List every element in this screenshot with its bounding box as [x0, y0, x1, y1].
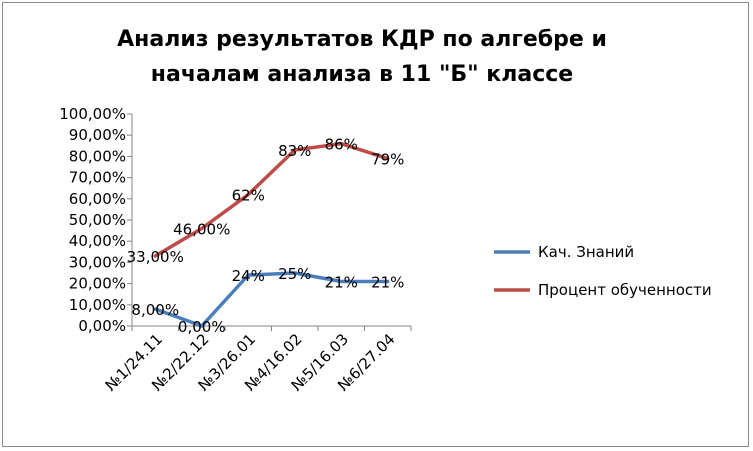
y-tick-label: 60,00%: [69, 190, 126, 208]
series-line-1: [153, 271, 390, 328]
data-label: 79%: [371, 151, 404, 169]
chart-title-line-1: Анализ результатов КДР по алгебре и: [117, 27, 607, 52]
legend-label: Кач. Знаний: [538, 243, 634, 261]
y-tick-label: 50,00%: [69, 211, 126, 229]
y-tick-label: 80,00%: [69, 147, 126, 165]
data-label: 86%: [325, 136, 358, 154]
data-label: 0,00%: [178, 318, 226, 336]
data-label: 21%: [371, 273, 404, 291]
series-line-2: [153, 141, 390, 258]
y-tick-label: 40,00%: [69, 232, 126, 250]
data-labels: 8,00%0,00% 24% 25% 21% 21% 33,00% 46,00%62% 83%…: [127, 136, 405, 336]
series-lines: [153, 141, 390, 328]
data-label: 25%: [278, 265, 311, 283]
y-tick-label: 20,00%: [69, 275, 126, 293]
legend-label: Процент обученности: [538, 281, 712, 299]
chart-title-line-2: началам анализа в 11 "Б" классе: [151, 62, 573, 87]
legend: Кач. Знаний Процент обученности: [494, 243, 712, 299]
y-axis: 0,00% 10,00% 20,00% 30,00% 40,00% 50,00% 60,00…: [59, 105, 133, 335]
data-label: 46,00%: [173, 220, 230, 238]
data-label: 62%: [232, 187, 265, 205]
data-label: 24%: [232, 267, 265, 285]
data-label: 33,00%: [127, 248, 184, 266]
data-label: 8,00%: [131, 301, 179, 319]
y-tick-label: 100,00%: [59, 105, 126, 123]
y-tick-label: 0,00%: [78, 317, 126, 335]
y-tick-label: 90,00%: [69, 126, 126, 144]
x-axis: №1/24.11№2/22.12№3/26.01№4/16.02№5/16.03…: [102, 325, 412, 395]
data-label: 21%: [325, 273, 358, 291]
y-tick-label: 30,00%: [69, 253, 126, 271]
y-tick-label: 10,00%: [69, 296, 126, 314]
chart-frame: [2, 2, 749, 447]
data-label: 83%: [278, 142, 311, 160]
y-tick-label: 70,00%: [69, 169, 126, 187]
